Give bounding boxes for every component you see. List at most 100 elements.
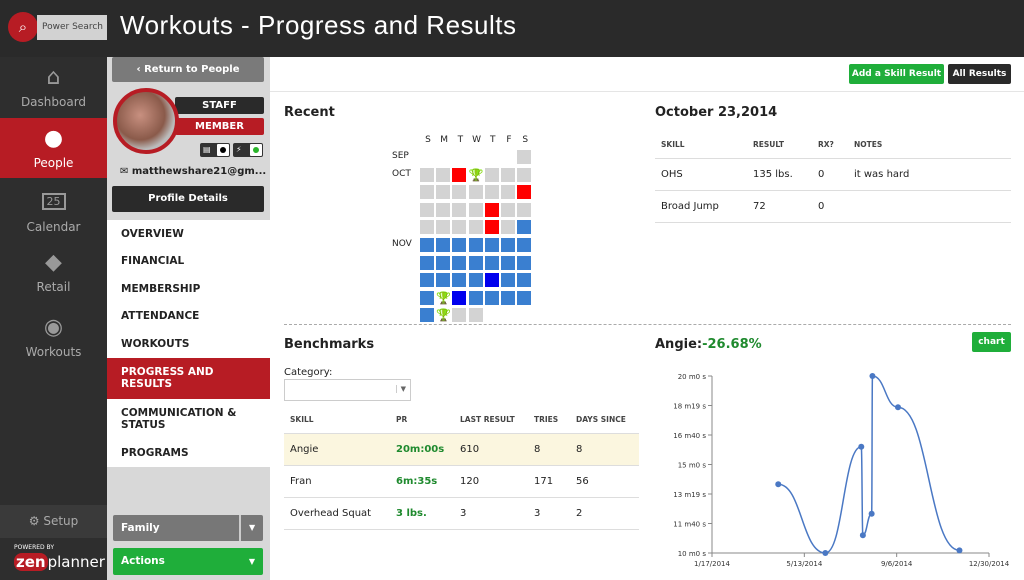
calendar-day[interactable] xyxy=(436,273,451,288)
calendar-day[interactable] xyxy=(420,202,434,217)
calendar-day[interactable] xyxy=(468,308,483,323)
add-skill-result-button[interactable]: Add a Skill Result xyxy=(849,64,944,84)
calendar-day[interactable] xyxy=(468,255,483,270)
calendar-day[interactable] xyxy=(420,238,434,252)
calendar-day[interactable] xyxy=(468,220,483,235)
all-results-button[interactable]: All Results xyxy=(948,64,1011,84)
chart-button[interactable]: chart xyxy=(972,332,1011,352)
y-tick-label: 15 m0 s xyxy=(678,462,707,470)
calendar-day[interactable] xyxy=(452,185,467,200)
calendar-day[interactable] xyxy=(501,167,515,182)
powered-by: POWERED BY xyxy=(14,544,55,551)
table-row[interactable]: Fran 6m:35s 120 171 56 xyxy=(284,465,639,498)
calendar-day[interactable] xyxy=(484,167,499,182)
calendar-day[interactable] xyxy=(420,167,434,182)
email[interactable]: ✉ matthewshare21@gm... xyxy=(120,166,267,177)
calendar-day[interactable] xyxy=(468,185,483,200)
calendar-day[interactable] xyxy=(452,273,467,288)
calendar-day[interactable] xyxy=(452,255,467,270)
nav-dashboard[interactable]: ⌂ Dashboard xyxy=(0,57,107,117)
month-label: NOV xyxy=(392,239,412,249)
calendar-day[interactable] xyxy=(517,167,532,182)
calendar-day[interactable] xyxy=(484,202,499,217)
menu-financial[interactable]: FINANCIAL xyxy=(121,255,185,268)
family-dropdown[interactable]: Family ▼ xyxy=(113,515,263,541)
nav-workouts[interactable]: ◉ Workouts xyxy=(0,307,107,367)
chart-header: Angie:-26.68% xyxy=(655,337,762,352)
calendar-day[interactable] xyxy=(436,220,451,235)
calendar-day[interactable] xyxy=(436,238,451,252)
calendar-day[interactable] xyxy=(501,202,515,217)
table-row[interactable]: Overhead Squat 3 lbs. 3 3 2 xyxy=(284,497,639,530)
calendar-day[interactable] xyxy=(452,308,467,323)
menu-overview[interactable]: OVERVIEW xyxy=(121,227,184,240)
calendar-day[interactable] xyxy=(517,255,532,270)
menu-attendance[interactable]: ATTENDANCE xyxy=(121,310,200,323)
calendar-day[interactable] xyxy=(420,255,434,270)
calendar-day[interactable] xyxy=(468,290,483,305)
data-point xyxy=(868,510,875,517)
lightning-icon: ⚡ xyxy=(236,145,242,154)
calendar-day[interactable] xyxy=(484,273,499,288)
trophy-icon[interactable]: 🏆 xyxy=(436,308,452,323)
calendar-day[interactable] xyxy=(452,238,467,252)
nav-calendar[interactable]: 25 Calendar xyxy=(0,182,107,242)
menu-communication-status[interactable]: COMMUNICATION & STATUS xyxy=(121,407,237,431)
calendar-day[interactable] xyxy=(484,255,499,270)
calendar-day[interactable] xyxy=(420,308,434,323)
calendar-day[interactable] xyxy=(501,273,515,288)
calendar-day[interactable] xyxy=(436,185,451,200)
calendar-day[interactable] xyxy=(517,185,532,200)
calendar-day[interactable] xyxy=(501,220,515,235)
calendar-day[interactable] xyxy=(484,220,499,235)
category-select[interactable]: ▼ xyxy=(284,379,411,401)
calendar-day[interactable] xyxy=(452,290,467,305)
calendar-day[interactable] xyxy=(484,185,499,200)
calendar-day[interactable] xyxy=(420,185,434,200)
power-search-input[interactable]: Power Search xyxy=(37,15,107,40)
calendar-day[interactable] xyxy=(436,202,451,217)
calendar-day[interactable] xyxy=(501,238,515,252)
calendar-day[interactable] xyxy=(452,167,467,182)
nav-retail[interactable]: ◆ Retail xyxy=(0,242,107,302)
trophy-icon[interactable]: 🏆 xyxy=(468,167,484,182)
calendar-day[interactable] xyxy=(452,202,467,217)
calendar-day[interactable] xyxy=(436,167,451,182)
calendar-day[interactable] xyxy=(517,290,532,305)
table-row[interactable]: Angie 20m:00s 610 8 8 xyxy=(284,433,639,466)
calendar-day[interactable] xyxy=(517,273,532,288)
menu-progress-and-results[interactable]: PROGRESS AND RESULTS xyxy=(107,357,270,399)
calendar-day[interactable] xyxy=(420,290,434,305)
calendar-day[interactable] xyxy=(468,202,483,217)
calendar-day[interactable] xyxy=(501,185,515,200)
nav-people[interactable]: ● People xyxy=(0,118,107,178)
table-row[interactable]: OHS 135 lbs. 0 it was hard xyxy=(655,158,1011,191)
calendar-day[interactable] xyxy=(484,238,499,252)
calendar-day[interactable] xyxy=(436,255,451,270)
menu-membership[interactable]: MEMBERSHIP xyxy=(121,282,201,295)
calendar-day[interactable] xyxy=(468,273,483,288)
setup-button[interactable]: ⚙ Setup xyxy=(0,505,107,538)
calendar-day[interactable] xyxy=(484,290,499,305)
calendar-day[interactable] xyxy=(517,202,532,217)
calendar-day[interactable] xyxy=(501,255,515,270)
table-row[interactable]: Broad Jump 72 0 xyxy=(655,190,1011,223)
profile-details-button[interactable]: Profile Details xyxy=(112,186,264,212)
calendar-day[interactable] xyxy=(420,273,434,288)
calendar-day[interactable] xyxy=(517,238,532,252)
calendar-day[interactable] xyxy=(501,290,515,305)
calendar-day[interactable] xyxy=(468,238,483,252)
actions-dropdown[interactable]: Actions ▼ xyxy=(113,548,263,575)
calendar-day[interactable] xyxy=(420,220,434,235)
calendar-day[interactable] xyxy=(517,150,532,164)
menu-workouts[interactable]: WORKOUTS xyxy=(121,337,190,350)
series-line xyxy=(778,375,960,554)
search-icon[interactable]: ⌕ xyxy=(8,12,38,42)
avatar[interactable] xyxy=(113,88,179,154)
nav-label: Retail xyxy=(36,280,71,294)
return-to-people-button[interactable]: ‹ Return to People xyxy=(112,57,264,82)
trophy-icon[interactable]: 🏆 xyxy=(436,290,452,305)
menu-programs[interactable]: PROGRAMS xyxy=(121,447,189,460)
calendar-day[interactable] xyxy=(517,220,532,235)
calendar-day[interactable] xyxy=(452,220,467,235)
